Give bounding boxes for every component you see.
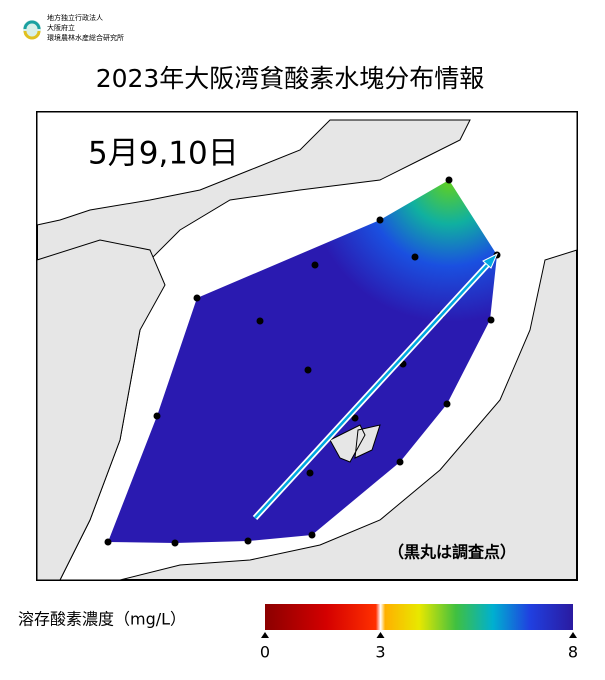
island xyxy=(36,239,166,581)
tick-mark xyxy=(376,632,385,638)
airport-island xyxy=(329,424,381,463)
tick-label: 0 xyxy=(260,643,270,662)
colorbar-ticks: 0 3 8 xyxy=(260,632,578,662)
title: 2023年大阪湾貧酸素水塊分布情報 xyxy=(96,64,485,93)
map: 5月9,10日 （黒丸は調査点） xyxy=(36,111,578,581)
logo: 地方独立行政法人 大阪府立 環境農林水産総合研究所 xyxy=(23,13,124,42)
note: （黒丸は調査点） xyxy=(388,543,516,562)
org-line: 環境農林水産総合研究所 xyxy=(47,33,124,42)
oxygen-field xyxy=(108,180,497,543)
tick-mark xyxy=(261,632,269,638)
tick-label: 8 xyxy=(568,643,578,662)
org-line: 地方独立行政法人 xyxy=(47,13,103,22)
tick-mark xyxy=(569,632,577,638)
survey-points xyxy=(104,176,501,547)
logo-arc xyxy=(23,30,41,40)
colorbar xyxy=(265,604,573,630)
flow-arrow xyxy=(252,252,498,521)
date-label: 5月9,10日 xyxy=(88,136,239,172)
logo-arc xyxy=(23,20,41,30)
org-line: 大阪府立 xyxy=(47,23,75,32)
tick-label: 3 xyxy=(375,643,385,662)
colorbar-title: 溶存酸素濃度（mg/L） xyxy=(18,610,186,629)
